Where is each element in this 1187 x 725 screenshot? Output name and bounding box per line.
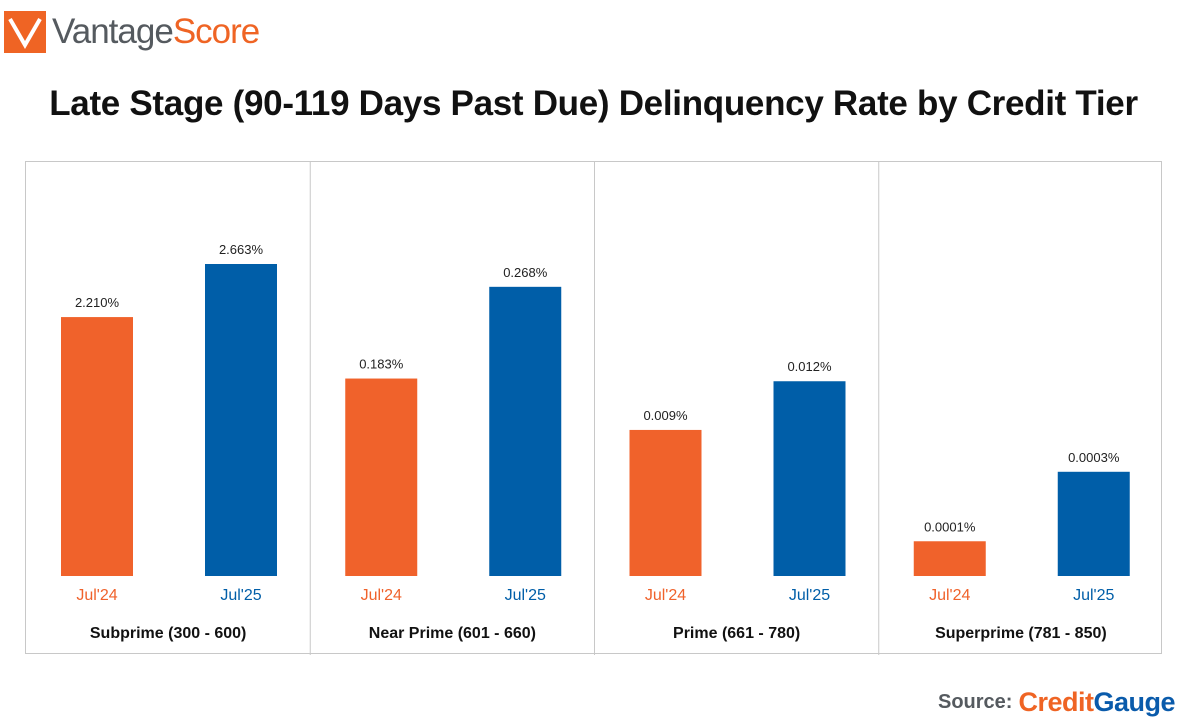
chart-panel: 2.210% Jul'24 2.663% Jul'25 Subprime (300 - … xyxy=(25,161,1162,655)
x-tick-label: Jul'24 xyxy=(645,587,686,604)
x-tick-label: Jul'25 xyxy=(789,587,830,604)
source-label: Source: xyxy=(937,691,1013,713)
bar-jul25 xyxy=(489,286,562,576)
bar-jul24 xyxy=(629,429,702,576)
tier-label: Superprime (781 - 850) xyxy=(935,625,1107,642)
bar-jul24 xyxy=(345,378,418,576)
bar-value-label: 0.268% xyxy=(503,265,548,280)
chart-title: Late Stage (90-119 Days Past Due) Delinq… xyxy=(49,84,1138,123)
bar-value-label: 0.0001% xyxy=(924,519,976,534)
bar-jul25 xyxy=(1057,471,1130,576)
x-tick-label: Jul'25 xyxy=(1073,587,1114,604)
bar-value-label: 0.012% xyxy=(787,359,832,374)
tier-label: Near Prime (601 - 660) xyxy=(369,625,536,642)
x-tick-label: Jul'25 xyxy=(220,587,261,604)
vantagescore-mark-icon xyxy=(4,11,46,53)
bar-jul25 xyxy=(205,264,277,576)
bar-value-label: 2.663% xyxy=(219,242,264,257)
bar-value-label: 2.210% xyxy=(75,295,120,310)
logo-word-vantage: Vantage xyxy=(52,12,174,51)
bar-jul24 xyxy=(61,317,133,576)
logo-word-score: Score xyxy=(172,12,260,51)
vantagescore-logo: VantageScore xyxy=(4,10,260,54)
x-tick-label: Jul'25 xyxy=(505,587,546,604)
brand-word-credit: Credit xyxy=(1018,687,1094,717)
bar-value-label: 0.0003% xyxy=(1068,450,1120,465)
source-credit: Source: CreditGauge xyxy=(937,687,1176,718)
tier-label: Prime (661 - 780) xyxy=(673,625,800,642)
bar-jul24 xyxy=(913,541,986,576)
x-tick-label: Jul'24 xyxy=(76,587,117,604)
logo-wordmark: VantageScore xyxy=(52,10,260,54)
bar-jul25 xyxy=(773,381,846,576)
tier-label: Subprime (300 - 600) xyxy=(90,625,247,642)
bar-value-label: 0.009% xyxy=(643,408,688,423)
x-tick-label: Jul'24 xyxy=(361,587,402,604)
bar-chart: 2.210% Jul'24 2.663% Jul'25 Subprime (300 - … xyxy=(61,162,1130,655)
x-tick-label: Jul'24 xyxy=(929,587,970,604)
brand-word-gauge: Gauge xyxy=(1093,687,1175,717)
creditgauge-logo: CreditGauge xyxy=(1018,687,1175,718)
bar-value-label: 0.183% xyxy=(359,357,404,372)
